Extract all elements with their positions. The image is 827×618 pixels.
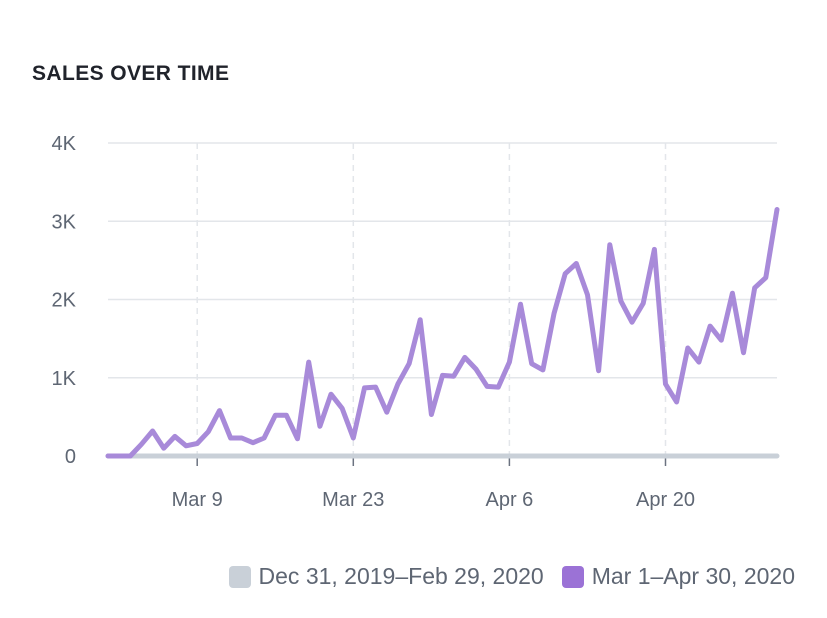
x-tick-label: Mar 9 [172, 489, 223, 511]
series-line-current-period [105, 207, 780, 459]
x-tick-label: Apr 20 [636, 489, 695, 511]
grid-layer [108, 142, 777, 456]
axis-layer: 0 1K 2K 3K 4K Mar 9 Mar 23 Apr 6 Apr 20 [52, 133, 777, 511]
y-tick-label: 4K [52, 133, 77, 155]
legend-item-previous-period[interactable]: Dec 31, 2019–Feb 29, 2020 [228, 563, 544, 590]
x-tick-label: Apr 6 [485, 489, 533, 511]
x-tick-label: Mar 23 [322, 489, 384, 511]
y-tick-label: 2K [52, 290, 77, 312]
y-tick-label: 1K [52, 368, 77, 390]
y-tick-label: 3K [52, 211, 77, 233]
legend-swatch-current [561, 565, 584, 588]
chart-title: SALES OVER TIME [32, 62, 230, 85]
y-tick-label: 0 [65, 446, 76, 468]
legend-item-current-period[interactable]: Mar 1–Apr 30, 2020 [561, 563, 795, 590]
legend-label-previous: Dec 31, 2019–Feb 29, 2020 [258, 563, 544, 589]
line-chart: 0 1K 2K 3K 4K Mar 9 Mar 23 Apr 6 Apr 20 [52, 133, 780, 511]
series-layer [105, 207, 780, 459]
chart-legend: Dec 31, 2019–Feb 29, 2020 Mar 1–Apr 30, … [228, 563, 795, 590]
legend-swatch-previous [228, 565, 251, 588]
legend-label-current: Mar 1–Apr 30, 2020 [591, 563, 795, 589]
